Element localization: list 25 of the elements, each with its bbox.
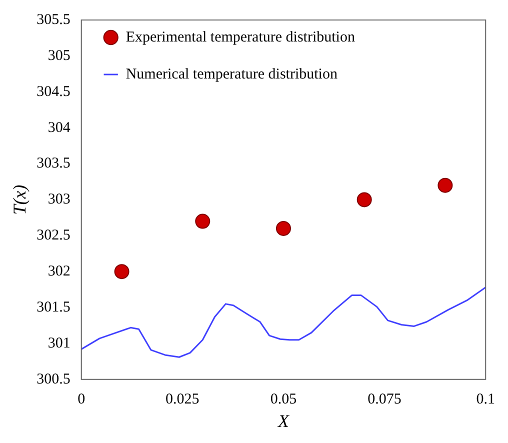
y-tick-label: 303.5: [36, 156, 70, 172]
point: [114, 264, 130, 280]
y-tick-label: 301.5: [36, 299, 70, 316]
y-tick-label: 301: [48, 335, 70, 352]
legend-label: Experimental temperature distribution: [126, 29, 356, 46]
x-tick-label: 0.1: [476, 391, 495, 408]
point: [195, 214, 210, 229]
point: [276, 220, 291, 236]
x-tick-label: 0.025: [166, 391, 200, 408]
x-tick-label: 0.075: [368, 391, 402, 408]
y-tick-label: 305: [48, 48, 70, 64]
x-axis-title: X: [276, 410, 290, 431]
y-tick-label: 302: [48, 264, 70, 280]
y-tick-label: 302.5: [36, 228, 70, 244]
point: [356, 192, 372, 208]
y-tick-label: 304.5: [36, 84, 70, 100]
x-tick-label: 0: [78, 391, 86, 408]
y-tick-label: 300.5: [36, 371, 70, 388]
y-tick-label: 304: [48, 120, 71, 136]
point: [438, 178, 453, 193]
x-tick-label: 0.05: [270, 391, 297, 408]
y-tick-label: 305.5: [36, 12, 70, 28]
y-axis-title: T(x): [10, 184, 30, 215]
y-tick-label: 303: [48, 192, 70, 208]
legend-label: Numerical temperature distribution: [126, 66, 338, 82]
